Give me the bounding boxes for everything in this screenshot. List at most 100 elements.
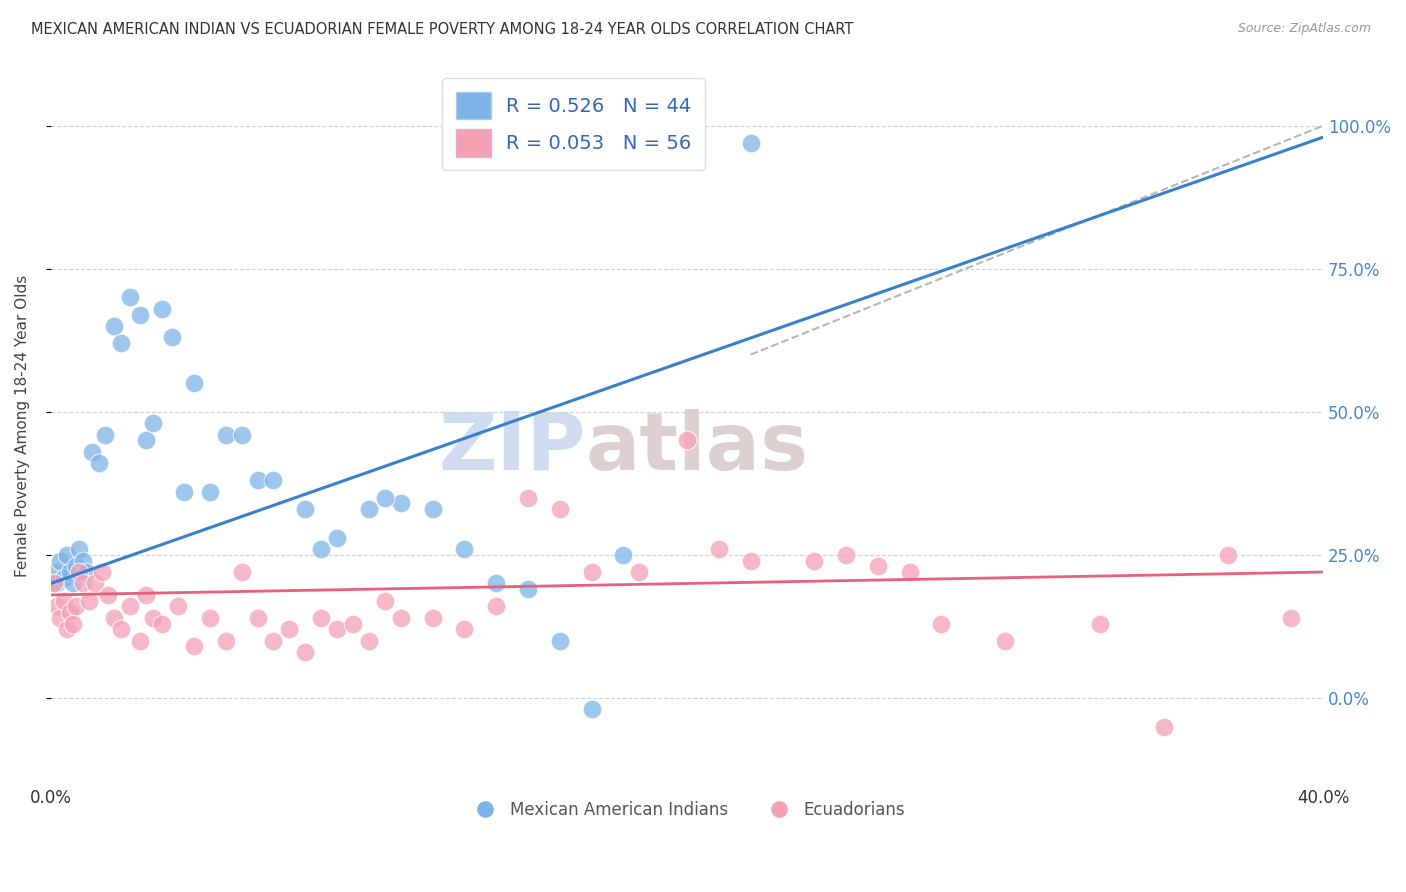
Point — [173, 484, 195, 499]
Point — [142, 417, 165, 431]
Y-axis label: Female Poverty Among 18-24 Year Olds: Female Poverty Among 18-24 Year Olds — [15, 275, 30, 577]
Point — [84, 576, 107, 591]
Point — [52, 571, 75, 585]
Point — [707, 542, 730, 557]
Point — [46, 576, 69, 591]
Point — [374, 491, 396, 505]
Point — [198, 611, 221, 625]
Point — [103, 318, 125, 333]
Point — [82, 445, 104, 459]
Point — [309, 611, 332, 625]
Point — [110, 622, 132, 636]
Point — [150, 301, 173, 316]
Point — [740, 553, 762, 567]
Point — [65, 599, 87, 614]
Point — [160, 330, 183, 344]
Point — [994, 633, 1017, 648]
Point — [120, 290, 142, 304]
Point — [128, 633, 150, 648]
Point — [422, 611, 444, 625]
Point — [62, 616, 84, 631]
Point — [548, 633, 571, 648]
Point — [62, 576, 84, 591]
Point — [628, 565, 651, 579]
Point — [357, 502, 380, 516]
Point — [246, 474, 269, 488]
Point — [183, 640, 205, 654]
Point — [198, 484, 221, 499]
Point — [75, 565, 97, 579]
Point — [374, 593, 396, 607]
Point — [42, 576, 65, 591]
Point — [803, 553, 825, 567]
Point — [65, 559, 87, 574]
Point — [183, 376, 205, 391]
Point — [1090, 616, 1112, 631]
Point — [516, 491, 538, 505]
Point — [52, 593, 75, 607]
Point — [49, 611, 72, 625]
Point — [866, 559, 889, 574]
Point — [581, 702, 603, 716]
Point — [135, 434, 157, 448]
Point — [389, 611, 412, 625]
Point — [309, 542, 332, 557]
Point — [69, 565, 91, 579]
Point — [485, 576, 508, 591]
Point — [72, 576, 94, 591]
Text: atlas: atlas — [585, 409, 808, 486]
Point — [246, 611, 269, 625]
Point — [485, 599, 508, 614]
Point — [740, 136, 762, 150]
Point — [1216, 548, 1239, 562]
Point — [231, 565, 253, 579]
Point — [46, 599, 69, 614]
Point — [42, 565, 65, 579]
Point — [263, 474, 285, 488]
Point — [294, 645, 316, 659]
Point — [1153, 719, 1175, 733]
Point — [453, 622, 475, 636]
Text: MEXICAN AMERICAN INDIAN VS ECUADORIAN FEMALE POVERTY AMONG 18-24 YEAR OLDS CORRE: MEXICAN AMERICAN INDIAN VS ECUADORIAN FE… — [31, 22, 853, 37]
Point — [676, 434, 699, 448]
Point — [72, 553, 94, 567]
Point — [97, 588, 120, 602]
Point — [422, 502, 444, 516]
Point — [278, 622, 301, 636]
Point — [389, 496, 412, 510]
Point — [676, 136, 699, 150]
Point — [898, 565, 921, 579]
Text: ZIP: ZIP — [437, 409, 585, 486]
Point — [55, 548, 77, 562]
Point — [453, 542, 475, 557]
Point — [167, 599, 190, 614]
Point — [120, 599, 142, 614]
Point — [69, 542, 91, 557]
Point — [110, 336, 132, 351]
Point — [94, 427, 117, 442]
Point — [135, 588, 157, 602]
Point — [548, 502, 571, 516]
Point — [612, 548, 634, 562]
Point — [581, 565, 603, 579]
Point — [835, 548, 858, 562]
Point — [1279, 611, 1302, 625]
Point — [326, 622, 349, 636]
Text: Source: ZipAtlas.com: Source: ZipAtlas.com — [1237, 22, 1371, 36]
Point — [59, 565, 82, 579]
Point — [59, 605, 82, 619]
Point — [77, 593, 100, 607]
Point — [294, 502, 316, 516]
Point — [342, 616, 364, 631]
Point — [103, 611, 125, 625]
Point — [215, 427, 238, 442]
Point — [215, 633, 238, 648]
Point — [87, 456, 110, 470]
Point — [55, 622, 77, 636]
Point — [931, 616, 953, 631]
Point — [516, 582, 538, 597]
Legend: Mexican American Indians, Ecuadorians: Mexican American Indians, Ecuadorians — [463, 794, 912, 825]
Point — [263, 633, 285, 648]
Point — [128, 308, 150, 322]
Point — [142, 611, 165, 625]
